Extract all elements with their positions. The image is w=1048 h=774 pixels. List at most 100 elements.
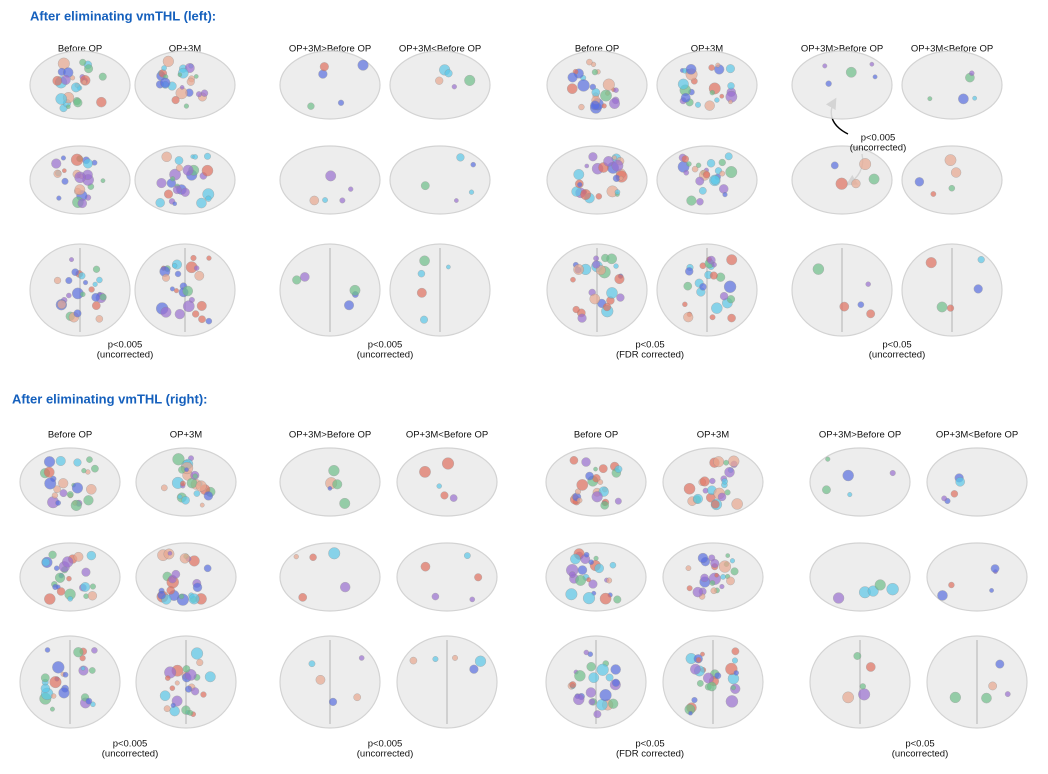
note: (FDR corrected) [616,749,684,760]
column-title: OP+3M [697,430,730,441]
column-title: OP+3M [691,44,724,55]
node [192,473,198,479]
node [726,295,736,304]
node [188,593,200,605]
node [713,456,725,468]
node [88,667,96,674]
node [582,592,596,605]
node [822,485,831,495]
node [602,78,615,91]
node [157,591,166,600]
node [67,595,74,602]
node [88,286,95,293]
node [593,255,599,262]
note: p<0.005 [368,739,403,750]
node [584,163,590,169]
node [155,198,165,208]
node [585,687,597,698]
node [857,301,865,308]
column-title: OP+3M>Before OP [289,44,371,55]
node [946,304,955,312]
node [200,89,209,97]
node [698,186,707,195]
node [586,577,592,583]
brain [791,50,893,120]
node [941,495,948,502]
node [724,489,731,496]
node [989,588,994,593]
node [91,292,101,302]
node [842,469,854,482]
node [196,197,207,209]
node [53,565,60,571]
column-title: Before OP [58,44,102,55]
node [164,189,173,199]
node [43,466,55,478]
node [80,291,86,298]
node [731,498,743,510]
node [73,309,82,318]
node [695,101,701,108]
node [91,464,99,473]
node [420,315,429,324]
node [159,77,171,89]
node [86,550,97,561]
note: (uncorrected) [869,350,926,361]
node [166,586,175,595]
annotation: (uncorrected) [850,143,907,154]
node [54,572,66,583]
node [204,152,211,160]
node [58,687,70,699]
node [53,169,62,178]
node [720,574,726,580]
column-title: OP+3M>Before OP [801,44,883,55]
node [161,65,167,71]
node [83,495,94,506]
node [184,467,189,473]
node [193,74,199,79]
node [597,479,604,485]
node [44,477,57,490]
node [699,283,707,291]
node [611,159,624,172]
node [82,279,89,286]
node [865,281,871,287]
node [995,659,1005,669]
node [57,299,67,309]
node [293,554,299,560]
node [59,489,68,498]
note: (FDR corrected) [616,350,684,361]
node [825,80,832,87]
node [570,276,576,283]
node [52,661,65,674]
node [98,72,107,81]
node [73,647,84,658]
node [728,99,733,105]
node [171,569,181,579]
node [193,490,201,497]
node [573,264,584,275]
brain [134,50,236,120]
node [845,66,857,78]
node [416,287,427,298]
node [565,588,578,601]
node [593,555,599,561]
node [889,470,896,477]
node [203,564,212,573]
node [914,177,925,187]
node [709,580,716,586]
node [723,459,729,466]
node [92,281,98,287]
node [51,492,59,499]
node [613,87,619,93]
brain [134,145,236,215]
node [196,300,207,311]
node [714,572,719,578]
node [590,100,600,111]
node [325,170,337,182]
note: p<0.005 [108,340,143,351]
node [160,306,172,318]
node [80,582,91,592]
column-title: OP+3M>Before OP [289,430,371,441]
node [718,560,732,573]
